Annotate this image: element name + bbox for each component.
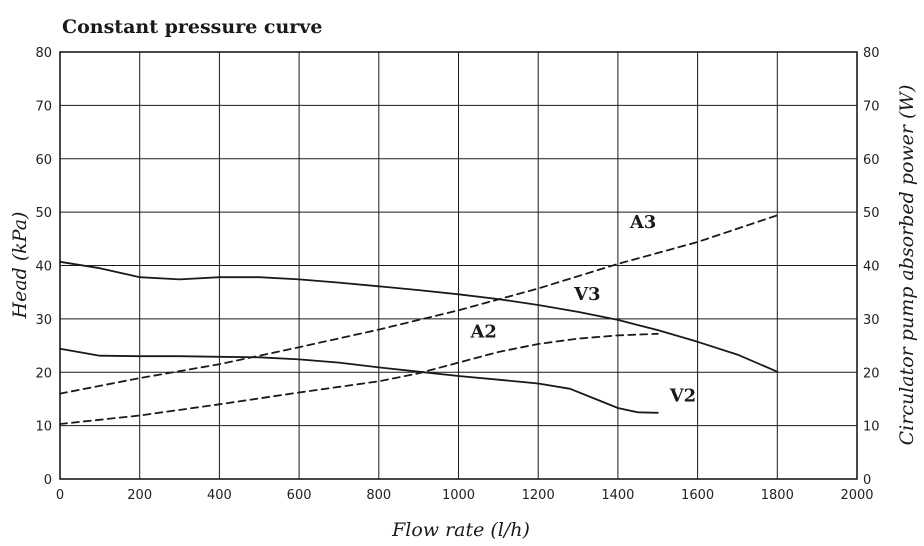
grid [59, 51, 858, 480]
chart-title: Constant pressure curve [62, 16, 322, 38]
y-tick-label: 40 [35, 260, 52, 275]
series-line-a2 [59, 332, 659, 425]
x-tick-label: 1000 [442, 488, 475, 503]
x-tick-label: 800 [366, 488, 391, 503]
y2-tick-label: 40 [863, 260, 880, 275]
curves [59, 214, 779, 425]
y-tick-label: 20 [35, 366, 52, 381]
y2-tick-label: 20 [863, 366, 880, 381]
y2-tick-label: 50 [863, 206, 880, 221]
series-labels: V3 V2 A3 A2 [469, 212, 696, 406]
y2-tick-label: 60 [863, 153, 880, 168]
y2-tick-label: 80 [863, 46, 880, 61]
y2-tick-label: 10 [863, 420, 880, 435]
series-label-a2: A2 [469, 322, 497, 343]
y-tick-label: 10 [35, 420, 52, 435]
series-label-v3: V3 [573, 284, 601, 305]
y2-axis-label: Circulator pump absorbed power (W) [896, 85, 918, 446]
y-axis-label: Head (kPa) [9, 212, 31, 320]
x-tick-label: 400 [207, 488, 232, 503]
y-tick-label: 60 [35, 153, 52, 168]
x-axis-label: Flow rate (l/h) [391, 519, 530, 541]
y-tick-label: 0 [44, 473, 52, 488]
y-tick-label: 50 [35, 206, 52, 221]
x-tick-label: 2000 [840, 488, 873, 503]
plot-frame [59, 51, 858, 480]
y-tick-label: 30 [35, 313, 52, 328]
y-tick-label: 80 [35, 46, 52, 61]
y2-tick-label: 0 [863, 473, 871, 488]
series-label-v2: V2 [669, 386, 697, 407]
series-line-v2 [59, 347, 659, 414]
y2-tick-label: 30 [863, 313, 880, 328]
series-line-v3 [59, 260, 779, 373]
x-tick-label: 600 [287, 488, 312, 503]
y-tick-label: 70 [35, 99, 52, 114]
x-tick-label: 1200 [522, 488, 555, 503]
x-tick-label: 1800 [761, 488, 794, 503]
x-tick-label: 0 [56, 488, 64, 503]
series-label-a3: A3 [629, 212, 657, 233]
y2-tick-label: 70 [863, 99, 880, 114]
x-tick-label: 1600 [681, 488, 714, 503]
x-tick-label: 200 [127, 488, 152, 503]
series-line-a3 [59, 214, 779, 395]
x-tick-label: 1400 [601, 488, 634, 503]
